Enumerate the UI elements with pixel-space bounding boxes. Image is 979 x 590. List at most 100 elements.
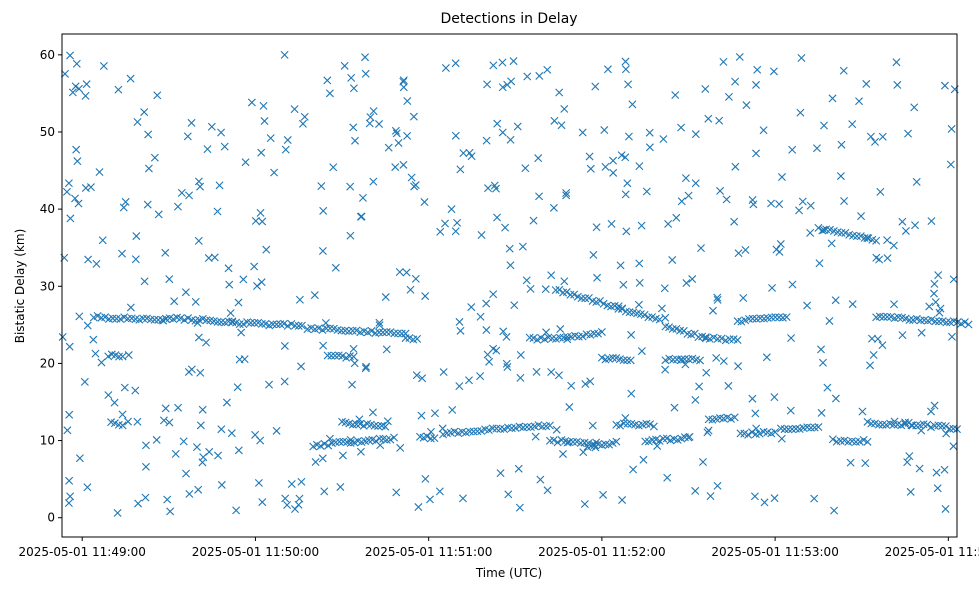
data-point xyxy=(118,410,127,419)
data-point xyxy=(621,57,630,66)
data-point xyxy=(323,76,332,85)
data-point xyxy=(251,430,260,439)
data-point xyxy=(92,259,101,268)
data-point xyxy=(441,64,450,72)
data-point xyxy=(646,420,655,429)
data-point xyxy=(504,490,513,499)
data-point xyxy=(677,123,686,132)
data-point xyxy=(635,259,644,268)
data-point xyxy=(515,503,524,512)
data-point xyxy=(268,320,277,329)
data-point xyxy=(639,455,648,464)
data-point xyxy=(144,130,153,139)
data-point xyxy=(893,80,902,89)
data-point xyxy=(359,421,368,430)
data-point xyxy=(775,200,784,209)
data-point xyxy=(762,353,771,362)
data-point xyxy=(141,441,150,450)
data-point xyxy=(691,179,700,188)
data-point xyxy=(196,182,205,191)
data-point xyxy=(370,421,379,430)
data-point xyxy=(599,490,608,499)
data-point xyxy=(258,217,267,226)
data-point xyxy=(600,126,609,135)
data-point xyxy=(889,241,898,250)
data-point xyxy=(775,247,784,256)
data-point xyxy=(421,292,430,301)
data-point xyxy=(179,437,188,446)
data-point xyxy=(456,165,465,174)
data-point xyxy=(830,506,839,515)
data-point xyxy=(932,468,941,477)
data-point xyxy=(173,202,182,211)
data-point xyxy=(562,288,571,297)
data-point xyxy=(104,391,113,400)
data-point xyxy=(253,281,262,290)
data-point xyxy=(165,418,174,427)
data-point xyxy=(368,408,377,417)
data-point xyxy=(616,421,625,430)
data-point xyxy=(204,254,213,263)
data-point xyxy=(927,407,935,416)
data-point xyxy=(964,320,973,329)
data-point xyxy=(543,486,552,495)
data-point xyxy=(403,97,412,106)
data-point xyxy=(889,420,898,429)
data-point xyxy=(482,326,491,335)
data-point xyxy=(199,453,208,462)
data-point xyxy=(241,158,250,167)
data-point xyxy=(483,350,492,359)
data-point xyxy=(635,278,644,287)
data-point xyxy=(490,181,499,190)
data-point xyxy=(562,191,571,200)
data-point xyxy=(597,327,606,336)
data-point xyxy=(120,383,129,392)
data-point xyxy=(628,100,637,109)
data-point xyxy=(563,438,572,447)
data-point xyxy=(590,329,599,338)
data-point xyxy=(608,353,617,362)
data-point xyxy=(251,216,260,225)
data-point xyxy=(488,424,497,433)
data-point xyxy=(191,297,200,306)
data-point xyxy=(653,441,662,450)
data-point xyxy=(681,360,690,369)
data-point xyxy=(563,335,572,344)
data-point xyxy=(207,122,216,131)
data-point xyxy=(731,162,740,171)
data-point xyxy=(193,319,202,328)
data-point xyxy=(346,231,355,240)
data-point xyxy=(143,200,152,209)
data-point xyxy=(58,332,67,341)
data-point xyxy=(366,113,375,122)
data-point xyxy=(66,214,75,223)
data-point xyxy=(161,404,170,413)
data-point xyxy=(394,329,403,338)
data-point xyxy=(349,123,358,132)
data-point xyxy=(883,254,892,263)
data-point xyxy=(451,59,460,68)
data-point xyxy=(775,313,784,322)
data-point xyxy=(661,313,670,322)
data-point xyxy=(318,454,327,463)
data-point xyxy=(425,495,434,504)
data-point xyxy=(361,53,370,62)
data-point xyxy=(205,447,214,456)
data-point xyxy=(532,367,541,376)
data-point xyxy=(874,420,883,429)
data-point xyxy=(910,103,919,112)
data-point xyxy=(141,493,150,502)
data-point xyxy=(731,77,740,86)
data-point xyxy=(390,433,399,442)
data-point xyxy=(624,132,633,141)
data-point xyxy=(297,321,306,330)
data-point xyxy=(752,424,761,433)
data-point xyxy=(485,357,494,366)
data-point xyxy=(621,413,630,422)
data-point xyxy=(782,313,791,322)
data-point xyxy=(217,480,226,489)
data-point xyxy=(98,236,107,245)
data-point xyxy=(254,478,263,487)
data-point xyxy=(908,421,917,430)
data-point xyxy=(621,190,630,199)
